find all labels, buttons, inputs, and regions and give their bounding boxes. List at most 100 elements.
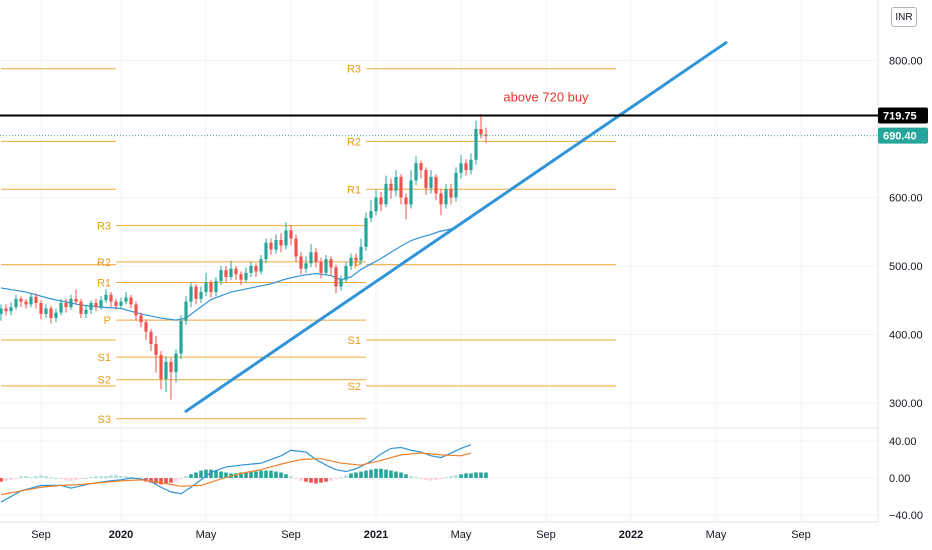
candle-body bbox=[189, 286, 193, 302]
macd-histogram-bar bbox=[114, 475, 118, 478]
currency-label[interactable]: INR bbox=[891, 7, 917, 27]
macd-histogram-bar bbox=[69, 478, 73, 481]
macd-histogram-bar bbox=[424, 478, 428, 480]
pivot-label: P bbox=[354, 260, 361, 272]
macd-histogram-bar bbox=[434, 478, 438, 480]
macd-histogram-bar bbox=[284, 474, 288, 478]
last-price-tag-bg bbox=[878, 127, 928, 144]
candle-body bbox=[289, 230, 293, 239]
pivot-label: S1 bbox=[348, 335, 361, 347]
macd-histogram-bar bbox=[404, 474, 408, 478]
candle-body bbox=[299, 256, 303, 269]
macd-histogram-bar bbox=[469, 473, 473, 478]
candle-body bbox=[364, 218, 368, 247]
macd-histogram-bar bbox=[359, 471, 363, 478]
candle-body bbox=[369, 211, 373, 219]
candle-body bbox=[304, 263, 308, 269]
macd-histogram-bar bbox=[34, 476, 38, 478]
macd-histogram-bar bbox=[49, 477, 53, 479]
macd-histogram-bar bbox=[59, 478, 63, 479]
candle-body bbox=[454, 172, 458, 198]
candle-body bbox=[134, 304, 138, 316]
candle-body bbox=[334, 267, 338, 287]
candle-body bbox=[129, 297, 133, 305]
candle-body bbox=[444, 189, 448, 205]
candle-body bbox=[179, 320, 183, 354]
macd-histogram-bar bbox=[439, 478, 443, 479]
macd-histogram-bar bbox=[354, 472, 358, 478]
ma-line bbox=[0, 217, 472, 321]
candle-body bbox=[44, 308, 48, 314]
macd-histogram-bar bbox=[164, 478, 168, 484]
candle-body bbox=[469, 159, 473, 171]
macd-histogram-bar bbox=[189, 474, 193, 478]
candle-body bbox=[254, 266, 258, 272]
price-levels: above 720 buy bbox=[0, 90, 878, 137]
candle-body bbox=[329, 259, 333, 268]
candle-body bbox=[324, 259, 328, 273]
macd-histogram-bar bbox=[109, 475, 113, 478]
candle-body bbox=[394, 176, 398, 191]
macd-histogram-bar bbox=[324, 478, 328, 482]
trendline[interactable] bbox=[184, 41, 728, 413]
candle-body bbox=[249, 266, 253, 273]
candle-body bbox=[459, 163, 463, 173]
macd-histogram-bar bbox=[444, 477, 448, 479]
candle-body bbox=[164, 361, 168, 380]
macd-histogram-bar bbox=[179, 478, 183, 479]
candle-body bbox=[234, 268, 238, 275]
macd-histogram-bar bbox=[414, 477, 418, 479]
time-tick-label: Sep bbox=[281, 529, 301, 541]
osc-tick-label: 40.00 bbox=[889, 436, 917, 448]
candle-body bbox=[204, 282, 208, 293]
candle-body bbox=[259, 259, 263, 272]
candle-body bbox=[354, 257, 358, 261]
candle-body bbox=[104, 294, 108, 301]
candle-body bbox=[169, 361, 173, 373]
candle-body bbox=[339, 279, 343, 287]
macd-histogram-bar bbox=[64, 478, 68, 480]
macd-histogram-bar bbox=[84, 478, 88, 479]
macd-histogram-bar bbox=[419, 478, 423, 479]
time-tick-label: Sep bbox=[536, 529, 556, 541]
price-tick-label: 800.00 bbox=[889, 56, 923, 68]
macd-histogram-bar bbox=[24, 476, 28, 478]
candle-body bbox=[384, 183, 388, 205]
macd-histogram-bar bbox=[244, 472, 248, 478]
macd-histogram-bar bbox=[399, 472, 403, 478]
macd-histogram-bar bbox=[159, 478, 163, 485]
time-tick-label: May bbox=[451, 529, 472, 541]
macd-histogram-bar bbox=[454, 475, 458, 478]
macd-histogram-bar bbox=[4, 478, 8, 481]
macd-histogram-bar bbox=[99, 476, 103, 478]
macd-histogram-bar bbox=[384, 469, 388, 478]
candle-body bbox=[434, 176, 438, 194]
macd-histogram-bar bbox=[39, 475, 43, 478]
trendline-segment[interactable] bbox=[184, 41, 728, 413]
macd-histogram-bar bbox=[274, 471, 278, 478]
candle-body bbox=[389, 183, 393, 191]
candle-body bbox=[89, 302, 93, 310]
macd-histogram-bar bbox=[449, 476, 453, 478]
candle-body bbox=[424, 170, 428, 188]
candle-body bbox=[374, 197, 378, 212]
pivot-label: R2 bbox=[347, 136, 361, 148]
candle-body bbox=[144, 322, 148, 332]
candle-body bbox=[409, 180, 413, 205]
candle-body bbox=[94, 302, 98, 308]
annotation-text: above 720 buy bbox=[503, 90, 589, 105]
macd-histogram-bar bbox=[344, 475, 348, 478]
time-tick-label: May bbox=[706, 529, 727, 541]
macd-histogram-bar bbox=[239, 472, 243, 478]
macd-histogram-bar bbox=[479, 472, 483, 478]
pivot-label: R3 bbox=[347, 64, 361, 76]
macd-histogram-bar bbox=[169, 478, 173, 483]
candle-body bbox=[264, 242, 268, 260]
candle-body bbox=[274, 239, 278, 250]
macd-line bbox=[0, 444, 472, 503]
macd-histogram-bar bbox=[209, 469, 213, 478]
macd-histogram-bar bbox=[259, 470, 263, 478]
macd-histogram-bar bbox=[74, 478, 78, 480]
candle-body bbox=[24, 301, 28, 305]
